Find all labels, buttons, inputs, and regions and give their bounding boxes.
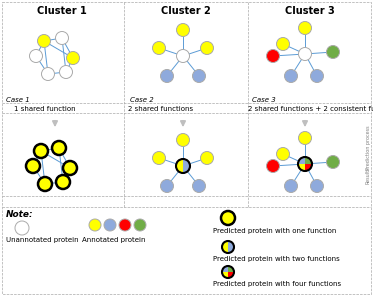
Circle shape <box>38 177 52 191</box>
Text: 2 shared functions + 2 consistent functions: 2 shared functions + 2 consistent functi… <box>248 106 373 112</box>
Text: Cluster 1: Cluster 1 <box>37 6 87 16</box>
Circle shape <box>41 67 54 81</box>
Circle shape <box>56 175 70 189</box>
Circle shape <box>201 152 213 165</box>
Wedge shape <box>305 157 312 164</box>
Circle shape <box>15 221 29 235</box>
Wedge shape <box>228 241 234 253</box>
Text: Predicted protein with one function: Predicted protein with one function <box>213 228 336 234</box>
Circle shape <box>160 70 173 83</box>
Circle shape <box>153 152 166 165</box>
Text: Case 2: Case 2 <box>130 97 154 103</box>
Text: Unannotated protein: Unannotated protein <box>6 237 79 243</box>
Text: Case 3: Case 3 <box>252 97 276 103</box>
Circle shape <box>298 22 311 35</box>
Text: Case 1: Case 1 <box>6 97 30 103</box>
Circle shape <box>160 179 173 192</box>
Circle shape <box>60 65 72 78</box>
Wedge shape <box>298 157 305 164</box>
Circle shape <box>310 70 323 83</box>
Circle shape <box>326 46 339 59</box>
Circle shape <box>298 131 311 144</box>
Wedge shape <box>222 272 228 278</box>
Circle shape <box>63 161 77 175</box>
Wedge shape <box>183 159 190 173</box>
Circle shape <box>192 179 206 192</box>
Circle shape <box>153 41 166 54</box>
Wedge shape <box>176 159 183 173</box>
Wedge shape <box>228 266 234 272</box>
Circle shape <box>192 70 206 83</box>
Circle shape <box>285 179 298 192</box>
Circle shape <box>38 35 50 47</box>
Circle shape <box>104 219 116 231</box>
Wedge shape <box>222 266 228 272</box>
Circle shape <box>221 211 235 225</box>
Circle shape <box>89 219 101 231</box>
Circle shape <box>266 49 279 62</box>
Text: Cluster 2: Cluster 2 <box>161 6 211 16</box>
Circle shape <box>56 31 69 44</box>
Circle shape <box>176 23 189 36</box>
Wedge shape <box>298 164 305 171</box>
Circle shape <box>310 179 323 192</box>
Text: Prediction process: Prediction process <box>366 126 371 170</box>
Text: Annotated protein: Annotated protein <box>82 237 145 243</box>
Circle shape <box>326 155 339 168</box>
Circle shape <box>201 41 213 54</box>
Circle shape <box>266 160 279 173</box>
Circle shape <box>66 52 79 65</box>
Wedge shape <box>222 241 228 253</box>
Circle shape <box>29 49 43 62</box>
Text: Results: Results <box>366 166 371 184</box>
Circle shape <box>285 70 298 83</box>
Text: 1 shared function: 1 shared function <box>14 106 76 112</box>
Text: Cluster 3: Cluster 3 <box>285 6 335 16</box>
Wedge shape <box>305 164 312 171</box>
Circle shape <box>176 133 189 147</box>
Text: Predicted protein with four functions: Predicted protein with four functions <box>213 281 341 287</box>
Circle shape <box>276 147 289 160</box>
Circle shape <box>176 49 189 62</box>
Circle shape <box>298 47 311 60</box>
Circle shape <box>276 38 289 51</box>
Circle shape <box>52 141 66 155</box>
Circle shape <box>26 159 40 173</box>
Text: 2 shared functions: 2 shared functions <box>128 106 193 112</box>
Circle shape <box>34 144 48 158</box>
Circle shape <box>134 219 146 231</box>
Circle shape <box>119 219 131 231</box>
Wedge shape <box>228 272 234 278</box>
Text: Note:: Note: <box>6 210 34 219</box>
Text: Predicted protein with two functions: Predicted protein with two functions <box>213 256 340 262</box>
